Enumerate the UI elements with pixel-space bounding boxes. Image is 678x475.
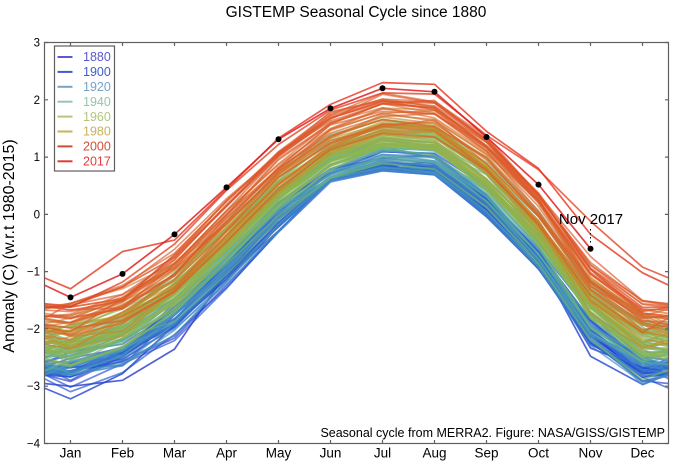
svg-text:3: 3: [34, 38, 40, 50]
svg-text:−1: −1: [27, 267, 40, 279]
svg-text:−2: −2: [27, 324, 40, 336]
svg-text:Anomaly (C) (w.r.t 1980-2015): Anomaly (C) (w.r.t 1980-2015): [1, 139, 18, 352]
svg-text:Nov 2017: Nov 2017: [559, 211, 623, 228]
svg-text:2000: 2000: [83, 140, 111, 154]
svg-text:Jun: Jun: [320, 446, 342, 461]
svg-text:Oct: Oct: [528, 446, 549, 461]
svg-text:Jan: Jan: [60, 446, 82, 461]
svg-text:1900: 1900: [83, 65, 111, 79]
svg-text:1920: 1920: [83, 80, 111, 94]
svg-text:2017: 2017: [83, 155, 111, 169]
svg-text:Sep: Sep: [474, 446, 498, 461]
svg-text:Aug: Aug: [422, 446, 446, 461]
svg-text:−3: −3: [27, 381, 40, 393]
svg-text:1880: 1880: [83, 50, 111, 64]
svg-text:Seasonal cycle from MERRA2. Fi: Seasonal cycle from MERRA2. Figure: NASA…: [320, 426, 665, 440]
svg-text:Dec: Dec: [630, 446, 654, 461]
svg-text:0: 0: [34, 209, 40, 221]
svg-text:1: 1: [34, 152, 40, 164]
svg-text:May: May: [266, 446, 292, 461]
svg-text:1980: 1980: [83, 125, 111, 139]
svg-text:Apr: Apr: [216, 446, 238, 461]
svg-text:Mar: Mar: [163, 446, 187, 461]
svg-text:Feb: Feb: [111, 446, 134, 461]
svg-text:Nov: Nov: [578, 446, 602, 461]
svg-text:1940: 1940: [83, 95, 111, 109]
svg-text:Jul: Jul: [374, 446, 391, 461]
svg-text:GISTEMP Seasonal Cycle since 1: GISTEMP Seasonal Cycle since 1880: [226, 4, 487, 21]
svg-text:2: 2: [34, 95, 40, 107]
svg-text:−4: −4: [27, 439, 41, 451]
svg-text:1960: 1960: [83, 110, 111, 124]
